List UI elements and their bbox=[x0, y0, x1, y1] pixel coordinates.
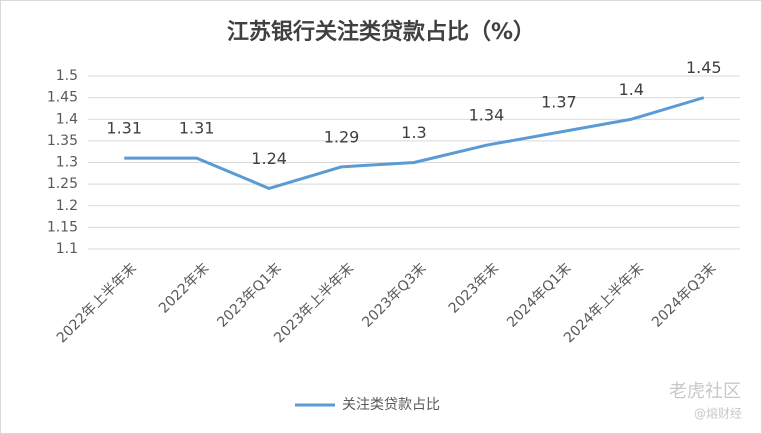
y-tick-label: 1.15 bbox=[47, 219, 78, 235]
data-label: 1.24 bbox=[251, 149, 287, 168]
data-label: 1.45 bbox=[686, 58, 722, 77]
y-tick-label: 1.4 bbox=[56, 111, 78, 127]
data-label: 1.31 bbox=[179, 119, 215, 138]
data-label: 1.3 bbox=[401, 123, 426, 142]
y-tick-label: 1.45 bbox=[47, 90, 78, 106]
y-tick-label: 1.25 bbox=[47, 176, 78, 192]
y-tick-label: 1.3 bbox=[56, 155, 78, 171]
y-tick-label: 1.2 bbox=[56, 198, 78, 214]
y-tick-label: 1.5 bbox=[56, 68, 78, 84]
y-tick-label: 1.1 bbox=[56, 241, 78, 257]
watermark: 老虎社区 bbox=[669, 381, 741, 402]
data-label: 1.31 bbox=[106, 119, 142, 138]
y-tick-label: 1.35 bbox=[47, 133, 78, 149]
data-label: 1.4 bbox=[619, 80, 644, 99]
line bbox=[124, 96, 705, 190]
legend-label: 关注类贷款占比 bbox=[342, 397, 440, 413]
data-label: 1.29 bbox=[324, 127, 360, 146]
watermark-sub: @熔财经 bbox=[694, 406, 742, 421]
chart-title: 江苏银行关注类贷款占比（%） bbox=[227, 19, 535, 45]
data-label: 1.37 bbox=[541, 93, 577, 112]
data-label: 1.34 bbox=[469, 106, 505, 125]
